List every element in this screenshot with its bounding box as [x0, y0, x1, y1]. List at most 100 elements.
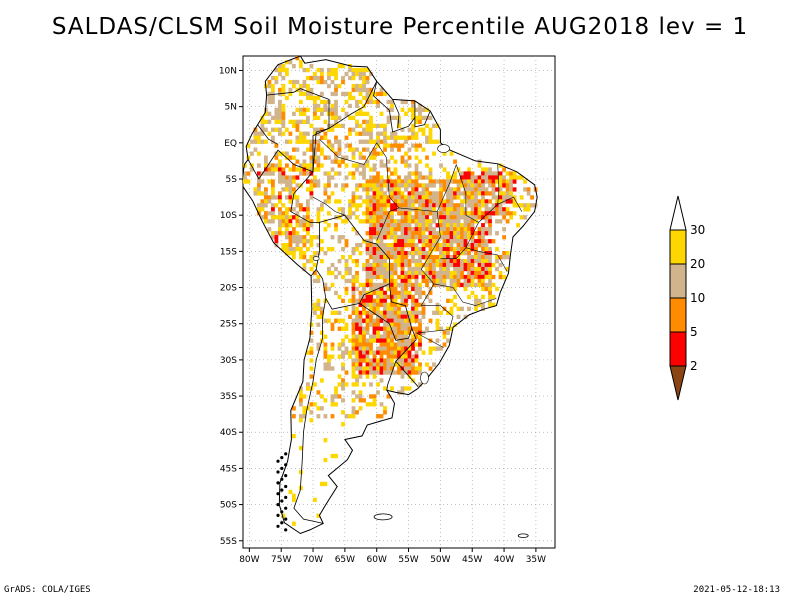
percentile-cell: [330, 346, 335, 351]
percentile-cell: [351, 334, 356, 339]
percentile-cell: [379, 314, 384, 319]
percentile-cell: [418, 251, 422, 256]
percentile-cell: [351, 318, 356, 323]
percentile-cell: [432, 179, 436, 184]
percentile-cell: [397, 370, 401, 375]
percentile-cell: [274, 151, 279, 156]
percentile-cell: [393, 219, 398, 224]
percentile-cell: [456, 306, 461, 311]
percentile-cell: [390, 266, 394, 272]
percentile-cell: [411, 143, 415, 148]
percentile-cell: [376, 207, 380, 212]
percentile-cell: [365, 302, 370, 307]
percentile-cell: [383, 306, 387, 311]
percentile-cell: [481, 282, 485, 288]
percentile-cell: [467, 191, 471, 196]
percentile-cell: [309, 366, 314, 371]
percentile-cell: [341, 350, 345, 355]
percentile-cell: [285, 163, 289, 168]
percentile-cell: [411, 282, 415, 288]
percentile-cell: [484, 247, 489, 252]
percentile-cell: [362, 346, 366, 351]
percentile-cell: [428, 219, 433, 224]
percentile-cell: [358, 163, 363, 168]
percentile-cell: [495, 211, 499, 216]
percentile-cell: [292, 414, 296, 419]
percentile-cell: [442, 243, 447, 248]
percentile-cell: [442, 334, 447, 339]
percentile-cell: [267, 171, 272, 176]
percentile-cell: [372, 290, 377, 296]
percentile-cell: [372, 334, 377, 339]
colorbar-segment: [669, 263, 687, 299]
percentile-cell: [411, 306, 415, 311]
percentile-cell: [355, 318, 359, 323]
percentile-cell: [411, 247, 415, 252]
percentile-cell: [418, 235, 422, 240]
percentile-cell: [302, 83, 307, 89]
percentile-cell: [365, 310, 370, 315]
percentile-cell: [414, 318, 419, 323]
percentile-cell: [313, 306, 317, 311]
percentile-cell: [460, 251, 464, 256]
percentile-cell: [407, 155, 412, 160]
percentile-cell: [407, 322, 412, 327]
percentile-cell: [404, 354, 408, 359]
percentile-cell: [309, 64, 314, 69]
percentile-cell: [477, 270, 482, 276]
percentile-cell: [414, 266, 419, 272]
percentile-cell: [414, 290, 419, 296]
percentile-cell: [400, 322, 405, 327]
percentile-cell: [453, 239, 457, 244]
percentile-cell: [463, 195, 468, 200]
percentile-cell: [393, 350, 398, 355]
percentile-cell: [323, 183, 328, 188]
percentile-cell: [505, 183, 510, 188]
percentile-cell: [341, 207, 345, 212]
percentile-cell: [243, 171, 247, 176]
percentile-cell: [376, 223, 380, 228]
percentile-cell: [362, 131, 366, 136]
percentile-cell: [369, 286, 373, 292]
percentile-cell: [376, 266, 380, 272]
percentile-cell: [372, 326, 377, 331]
percentile-cell: [355, 67, 359, 73]
percentile-cell: [456, 255, 461, 260]
percentile-cell: [327, 247, 331, 252]
percentile-cell: [463, 286, 468, 292]
percentile-cell: [414, 211, 419, 216]
percentile-cell: [376, 370, 380, 375]
percentile-cell: [411, 191, 415, 196]
percentile-cell: [383, 127, 387, 132]
percentile-cell: [271, 167, 275, 172]
percentile-cell: [288, 131, 293, 136]
percentile-cell: [369, 123, 373, 128]
percentile-cell: [292, 187, 296, 192]
percentile-cell: [355, 314, 359, 319]
percentile-cell: [323, 171, 328, 176]
percentile-cell: [411, 366, 415, 371]
percentile-cell: [418, 203, 422, 208]
percentile-cell: [407, 350, 412, 355]
percentile-cell: [488, 183, 492, 188]
percentile-cell: [446, 175, 450, 180]
percentile-cell: [407, 314, 412, 319]
percentile-cell: [330, 366, 335, 371]
percentile-cell: [505, 171, 510, 176]
percentile-cell: [449, 195, 454, 200]
percentile-cell: [393, 266, 398, 272]
percentile-cell: [449, 270, 454, 276]
percentile-cell: [365, 282, 370, 288]
percentile-cell: [348, 131, 352, 136]
percentile-cell: [407, 278, 412, 284]
percentile-cell: [421, 227, 426, 232]
percentile-cell: [386, 346, 391, 351]
percentile-cell: [407, 207, 412, 212]
fjord-island: [284, 495, 288, 499]
percentile-cell: [376, 191, 380, 196]
percentile-cell: [453, 159, 457, 164]
percentile-cell: [470, 219, 475, 224]
percentile-cell: [488, 294, 492, 300]
percentile-cell: [372, 366, 377, 371]
state-border: [319, 138, 377, 165]
